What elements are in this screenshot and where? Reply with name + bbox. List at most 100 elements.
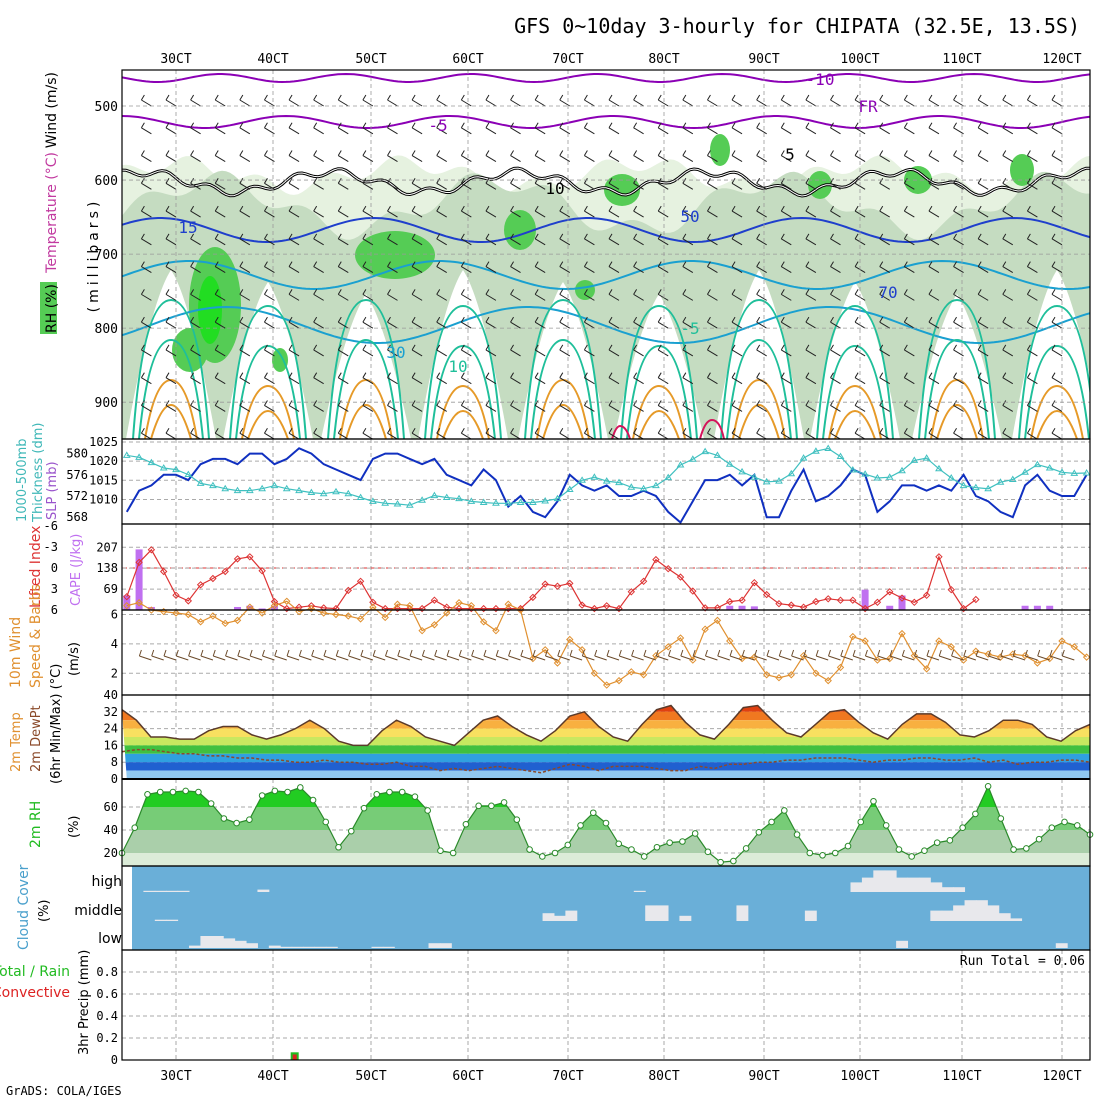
rh-green-patch (575, 280, 595, 300)
cloud-patch-low (325, 946, 338, 948)
wind-speed-marker (443, 609, 451, 617)
bottom-x-tick-label: 80CT (648, 1069, 679, 1084)
wind-barb (485, 289, 497, 301)
rh-marker (475, 802, 482, 810)
wind-barb (731, 427, 743, 439)
wind-barb (165, 316, 177, 329)
wind-barb (190, 178, 201, 190)
wind-barb (780, 150, 792, 162)
rh-marker (679, 838, 686, 845)
wind-barb-10m (286, 649, 300, 661)
wind-barb (214, 289, 226, 301)
rh-marker (857, 818, 865, 826)
slp-marker (688, 455, 697, 462)
wind-speed-marker (356, 615, 365, 623)
bottom-x-tick-label: 70CT (552, 1069, 583, 1084)
wind-barb (190, 150, 201, 162)
wind-barb (485, 205, 497, 218)
cape-tick: 69 (104, 582, 118, 596)
wind-barb (559, 344, 571, 357)
slp-marker (541, 497, 550, 504)
slp-marker (873, 474, 882, 481)
wind-barb (682, 261, 694, 274)
wind-barb (337, 427, 349, 439)
wind-speed-marker (1082, 653, 1091, 661)
wind-barb (756, 372, 767, 385)
wind-barb (411, 372, 423, 385)
precip-tick: 0.6 (96, 987, 118, 1001)
cloud-patch-low (211, 936, 224, 948)
warm-contour (924, 338, 990, 439)
wind-barb (534, 427, 546, 439)
wind-barb (805, 427, 817, 439)
wind-barb (534, 233, 546, 246)
wind-barb (879, 344, 890, 357)
wind-speed-marker (381, 613, 389, 622)
cloud-level-low: low (98, 931, 122, 947)
cloud-patch-high (850, 882, 863, 892)
cloud-patch-high (930, 882, 943, 892)
wind-barb (756, 344, 767, 357)
wind-speed-marker (639, 671, 648, 679)
wind-barb (682, 178, 694, 190)
wind-barb (682, 233, 694, 246)
slp-marker (885, 473, 894, 480)
wind-speed-marker (590, 669, 599, 678)
wind-barb (510, 94, 521, 107)
li-marker (947, 585, 955, 594)
wind-barb (140, 289, 152, 301)
slp-marker (528, 498, 537, 506)
slp-marker (356, 493, 365, 501)
warm-contour (542, 403, 584, 439)
slp-marker (418, 496, 426, 503)
rh-marker (602, 819, 610, 827)
wind-speed-marker (541, 646, 549, 654)
cape-bar (861, 589, 869, 610)
wind-barb-10m (471, 649, 484, 661)
wind-barb (805, 233, 817, 246)
rh-marker (870, 797, 877, 805)
wind-barb (707, 233, 718, 246)
wind-barb (337, 94, 349, 107)
wind-barb-10m (323, 649, 337, 661)
cape-tick: 138 (96, 561, 118, 575)
slp-line (126, 447, 1087, 506)
lifted-index-label: Lifted Index (28, 526, 44, 608)
ua-pressure-tick: 500 (95, 100, 118, 115)
wind-barb (214, 233, 226, 246)
wind-barb (190, 205, 201, 218)
wind-barb (460, 122, 472, 135)
wind-barb (313, 205, 324, 218)
wind-barb (411, 427, 423, 439)
wind-barb (953, 372, 964, 385)
wind-barb-10m (987, 649, 1001, 661)
wind-barb (903, 289, 915, 301)
wind-barb (928, 205, 940, 218)
cloud-patch-mid (930, 910, 943, 921)
slp-marker (344, 489, 353, 497)
precip-tick: 0.2 (96, 1031, 118, 1045)
wind-barb (165, 233, 177, 246)
wind-speed-marker (319, 609, 328, 617)
wind-barb (953, 316, 964, 329)
wind-barb-10m (335, 649, 349, 661)
wind-barb (362, 261, 374, 274)
footer-credit: GrADS: COLA/IGES (6, 1084, 122, 1098)
rh-marker (882, 822, 890, 829)
wind-tick: 4 (111, 637, 118, 651)
wind-barb (805, 261, 817, 274)
wind-speed-marker (455, 599, 463, 607)
cloud-patch-mid (1010, 918, 1023, 921)
wind-barb (411, 289, 423, 301)
slp-marker (467, 497, 476, 504)
cloud-patch-mid (941, 910, 954, 921)
li-marker (836, 596, 845, 604)
wind-barb (510, 205, 521, 218)
wind-barb (165, 400, 177, 412)
rh-marker (233, 819, 240, 827)
wind-barb (830, 427, 841, 439)
wind-barb (534, 316, 546, 329)
wind-barb (313, 400, 324, 412)
wind-speed-line (126, 600, 1087, 686)
slp-marker (615, 478, 623, 486)
